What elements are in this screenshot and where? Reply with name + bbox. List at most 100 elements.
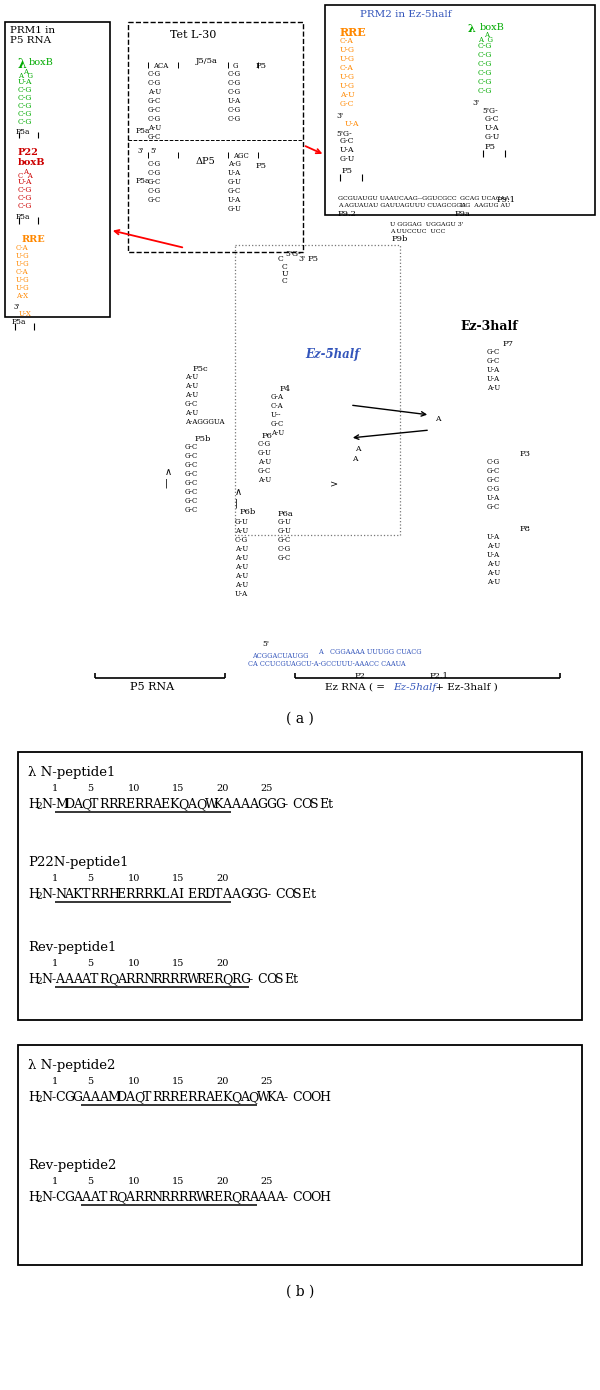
Text: A: A: [73, 1191, 82, 1204]
Bar: [18, 1045, 582, 1265]
Text: A: A: [248, 1191, 257, 1204]
Text: A-U: A-U: [185, 382, 198, 391]
Text: λ: λ: [18, 58, 27, 71]
Text: E: E: [178, 1091, 187, 1104]
Text: Q: Q: [248, 1091, 259, 1104]
Text: G-C: G-C: [487, 467, 500, 475]
Text: U-A: U-A: [485, 124, 499, 132]
Text: 3': 3': [298, 254, 305, 263]
Text: PRM2 in Ez-5half: PRM2 in Ez-5half: [360, 10, 452, 19]
Text: 10: 10: [128, 1077, 140, 1086]
Text: K: K: [169, 798, 179, 810]
Text: 2: 2: [37, 892, 42, 901]
Text: N-: N-: [41, 1091, 56, 1104]
Text: 20: 20: [216, 1077, 229, 1086]
Text: H: H: [319, 1191, 330, 1204]
Text: U-G: U-G: [16, 252, 29, 260]
Text: U-A: U-A: [487, 532, 500, 541]
Text: R: R: [108, 1191, 118, 1204]
Text: G: G: [275, 798, 285, 810]
Text: E: E: [301, 888, 311, 901]
Text: R: R: [187, 1091, 197, 1104]
Text: C-G: C-G: [228, 115, 241, 122]
Text: C-G: C-G: [478, 42, 493, 50]
Text: E: E: [284, 973, 293, 986]
Text: P22N-peptide1: P22N-peptide1: [28, 856, 128, 869]
Text: 2: 2: [37, 1195, 42, 1204]
Text: A-U: A-U: [487, 569, 500, 577]
Text: T: T: [90, 798, 98, 810]
Text: G-U: G-U: [258, 449, 272, 457]
Text: A: A: [116, 973, 125, 986]
Text: A  G: A G: [478, 36, 493, 44]
Text: 1: 1: [52, 874, 58, 883]
Text: A: A: [73, 973, 82, 986]
Text: A: A: [125, 1191, 134, 1204]
Text: G-C: G-C: [485, 115, 499, 122]
Text: C-G: C-G: [228, 88, 241, 96]
Text: 1: 1: [52, 1077, 58, 1086]
Text: G-C: G-C: [340, 138, 355, 145]
Text: A-U: A-U: [487, 542, 500, 550]
Text: 2: 2: [37, 1095, 42, 1104]
Text: C-G: C-G: [228, 106, 241, 114]
Text: R: R: [240, 1191, 250, 1204]
Text: A: A: [205, 1091, 214, 1104]
Text: A: A: [231, 888, 240, 901]
Text: 5': 5': [262, 639, 269, 648]
Text: 3': 3': [138, 147, 144, 156]
Text: A-U: A-U: [148, 88, 161, 96]
Text: λ N-peptide2: λ N-peptide2: [28, 1059, 115, 1072]
Text: J5/5a: J5/5a: [196, 57, 218, 65]
Text: G-C: G-C: [258, 467, 271, 475]
Text: N: N: [143, 973, 154, 986]
Text: T: T: [90, 973, 98, 986]
Text: G-C: G-C: [271, 420, 284, 428]
Text: G: G: [248, 888, 259, 901]
Text: G-A: G-A: [271, 393, 284, 400]
Text: A-U: A-U: [185, 391, 198, 399]
Text: G-C: G-C: [487, 357, 500, 366]
Text: G: G: [266, 798, 276, 810]
Text: A: A: [82, 1191, 91, 1204]
Text: 15: 15: [172, 874, 184, 883]
Text: G: G: [73, 1091, 83, 1104]
Text: R: R: [196, 1091, 205, 1104]
Text: C-G: C-G: [228, 79, 241, 88]
Text: P5a: P5a: [136, 177, 151, 185]
Text: D: D: [205, 888, 215, 901]
Text: G-C: G-C: [185, 470, 198, 478]
Text: P5b: P5b: [195, 435, 211, 443]
Text: U-G: U-G: [340, 46, 355, 54]
Text: A: A: [240, 1091, 249, 1104]
Text: Rev-peptide1: Rev-peptide1: [28, 941, 116, 954]
Text: 1: 1: [52, 784, 58, 794]
Text: C-G: C-G: [478, 88, 493, 95]
Text: -: -: [266, 888, 271, 901]
Text: C-G: C-G: [18, 202, 32, 210]
Text: R: R: [187, 1191, 197, 1204]
Text: 25: 25: [260, 1077, 272, 1086]
Text: G-U: G-U: [485, 133, 500, 140]
Text: G-C: G-C: [185, 488, 198, 496]
Text: E: E: [319, 798, 328, 810]
Text: A-U: A-U: [340, 90, 355, 99]
Text: A: A: [169, 888, 178, 901]
Text: Tet L-30: Tet L-30: [170, 31, 217, 40]
Text: U-A: U-A: [18, 178, 32, 186]
Text: A: A: [99, 1091, 108, 1104]
Text: 15: 15: [172, 959, 184, 967]
Text: 5: 5: [87, 874, 93, 883]
Text: C-A: C-A: [340, 64, 354, 72]
Text: S: S: [293, 888, 301, 901]
Text: R: R: [134, 1191, 144, 1204]
Text: K: K: [266, 1091, 276, 1104]
Text: ACA: ACA: [153, 63, 168, 70]
Text: O: O: [310, 1091, 320, 1104]
Text: P5a: P5a: [136, 126, 151, 135]
Text: C-G: C-G: [228, 70, 241, 78]
Text: ACGGACUAUGG: ACGGACUAUGG: [252, 652, 308, 660]
Text: G-C: G-C: [185, 461, 198, 468]
Text: K: K: [214, 798, 223, 810]
Text: C-G: C-G: [148, 188, 161, 195]
